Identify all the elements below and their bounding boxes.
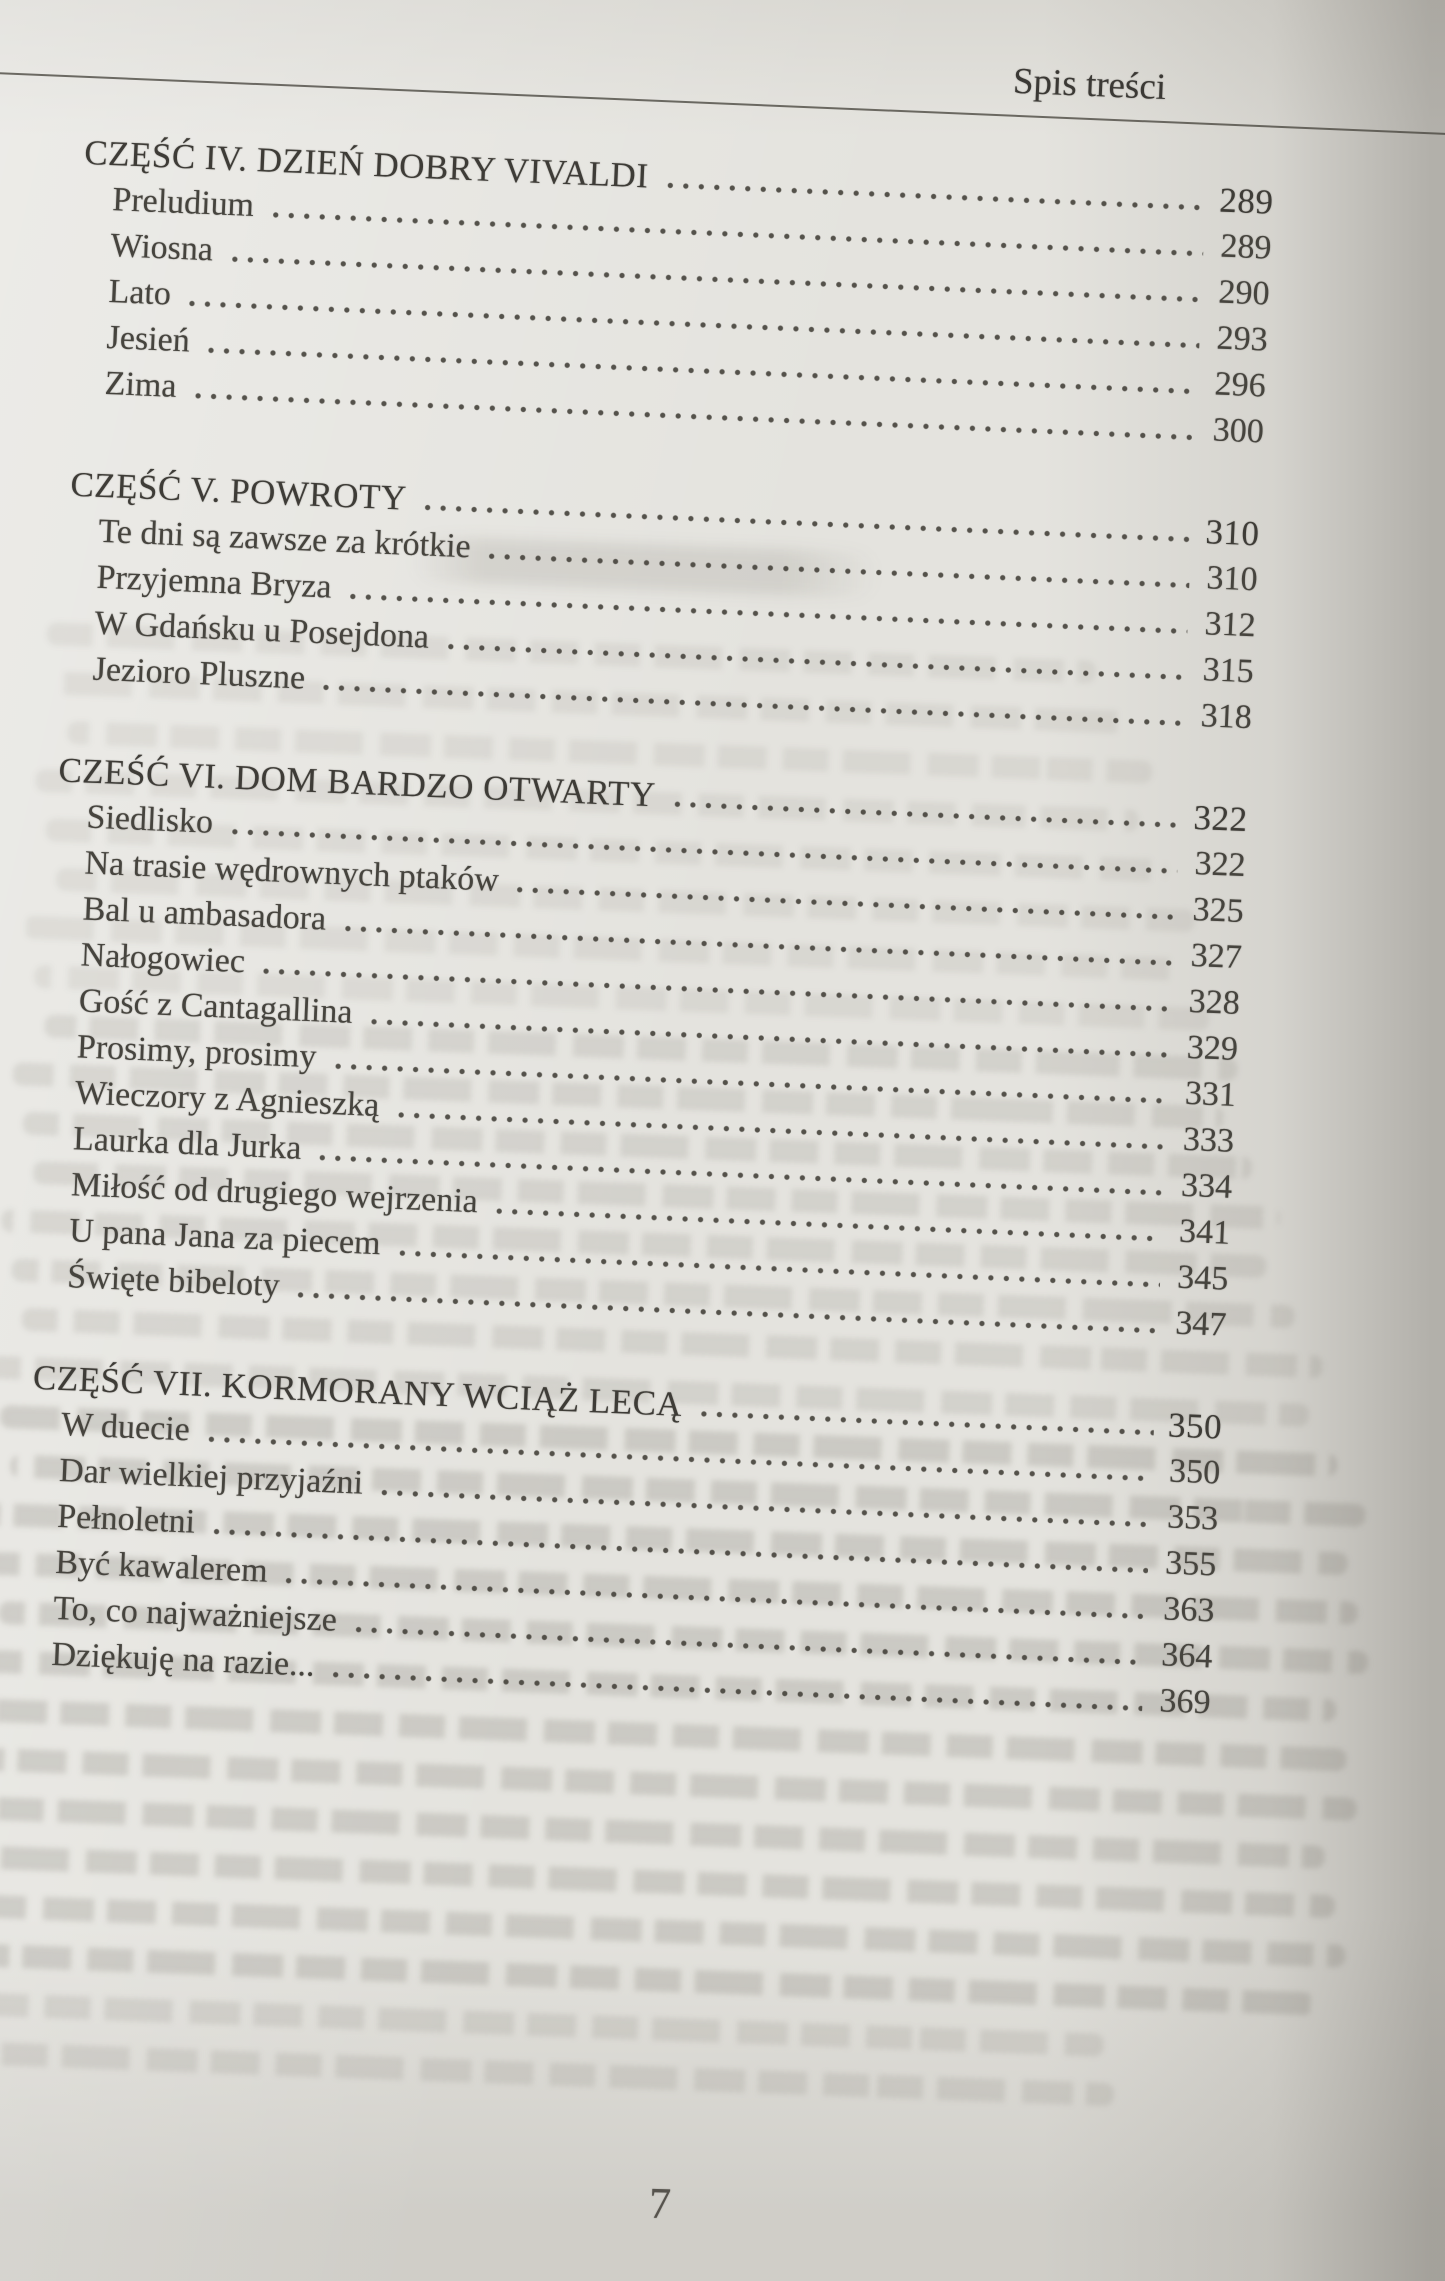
ghost-text-line — [0, 1845, 1336, 1919]
entry-title: Nałogowiec — [80, 936, 246, 981]
toc: CZĘŚĆ IV. DZIEŃ DOBRY VIVALDI 289 Prelud… — [21, 130, 1275, 1726]
entry-page-number: 345 — [1176, 1258, 1230, 1298]
ghost-text-line — [0, 1747, 1358, 1821]
entry-page-number: 322 — [1193, 845, 1247, 885]
entry-page-number: 315 — [1201, 651, 1255, 691]
entry-page-number: 350 — [1168, 1452, 1221, 1492]
entry-page-number: 353 — [1166, 1498, 1219, 1538]
entry-page-number: 328 — [1188, 982, 1241, 1022]
toc-section-4: CZĘŚĆ VII. KORMORANY WCIĄŻ LECĄ 350 W du… — [21, 1355, 1223, 1727]
entry-title: Preludium — [111, 181, 255, 225]
entry-page-number: 341 — [1178, 1212, 1231, 1252]
toc-section-1: CZĘŚĆ IV. DZIEŃ DOBRY VIVALDI 289 Prelud… — [74, 130, 1275, 456]
entry-title: Pełnoletni — [56, 1497, 196, 1541]
entry-page-number: 333 — [1182, 1120, 1235, 1160]
entry-page-number: 318 — [1200, 697, 1253, 737]
entry-title: Jezioro Pluszne — [92, 650, 306, 697]
entry-page-number: 334 — [1180, 1166, 1233, 1206]
entry-page-number: 329 — [1186, 1028, 1239, 1068]
entry-page-number: 312 — [1203, 605, 1257, 645]
entry-page-number: 363 — [1162, 1590, 1216, 1630]
ghost-text-line — [0, 1894, 1346, 1968]
entry-title: Lato — [107, 273, 172, 313]
entry-page-number: 290 — [1217, 273, 1271, 313]
entry-page-number: 350 — [1167, 1405, 1223, 1447]
entry-page-number: 289 — [1218, 180, 1275, 222]
entry-title: Jesień — [105, 318, 191, 360]
entry-page-number: 347 — [1174, 1304, 1228, 1344]
ghost-text-line — [0, 1795, 1326, 1869]
toc-section-2: CZĘŚĆ V. POWROTY 310 Te dni są zawsze za… — [62, 462, 1261, 742]
entry-page-number: 310 — [1204, 512, 1261, 554]
ghost-text-line — [0, 1942, 1314, 2016]
entry-page-number: 293 — [1215, 319, 1269, 359]
entry-title: W duecie — [60, 1406, 191, 1449]
entry-title: Zima — [104, 364, 178, 405]
entry-page-number: 331 — [1184, 1074, 1237, 1114]
entry-title: Wiosna — [109, 227, 214, 269]
page-content: Spis treści CZĘŚĆ IV. DZIEŃ DOBRY VIVALD… — [0, 20, 1445, 1726]
page-folio-number: 7 — [648, 2178, 672, 2229]
entry-page-number: 296 — [1213, 365, 1267, 405]
ghost-text-line — [0, 2041, 1115, 2107]
entry-page-number: 325 — [1191, 890, 1245, 931]
toc-section-3: CZEŚĆ VI. DOM BARDZO OTWARTY 322 Siedlis… — [36, 747, 1248, 1348]
entry-page-number: 355 — [1164, 1544, 1218, 1584]
entry-page-number: 289 — [1219, 227, 1273, 267]
entry-title: Siedlisko — [85, 798, 214, 841]
entry-page-number: 322 — [1192, 797, 1249, 840]
entry-title: Dziękuję na razie... — [50, 1635, 316, 1684]
entry-page-number: 364 — [1160, 1636, 1214, 1676]
entry-page-number: 327 — [1190, 936, 1243, 977]
entry-page-number: 310 — [1205, 559, 1259, 599]
entry-title: Święte bibeloty — [66, 1258, 281, 1305]
entry-page-number: 369 — [1158, 1682, 1212, 1722]
entry-page-number: 300 — [1212, 411, 1265, 451]
ghost-text-line — [0, 1991, 1105, 2057]
